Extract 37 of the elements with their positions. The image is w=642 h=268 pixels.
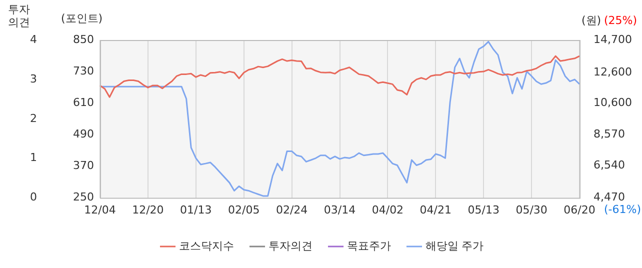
y-tick-label: 490 [72, 128, 94, 141]
legend-label: 해당일 주가 [425, 239, 484, 252]
y3-axis-title: 투자의견 [8, 3, 30, 29]
x-tick-label: 03/14 [324, 203, 356, 216]
x-tick-label: 02/24 [276, 203, 308, 216]
y2-tick-label: 14,700 [594, 32, 632, 46]
x-tick-label: 02/05 [228, 203, 260, 216]
y3-tick-label: 4 [30, 32, 37, 46]
y2-tick-label: 8,570 [594, 127, 626, 140]
x-tick-label: 04/02 [372, 203, 404, 216]
x-tick-label: 05/13 [468, 203, 500, 216]
x-tick-label: 12/04 [84, 203, 116, 216]
legend-label: 코스닥지수 [178, 239, 234, 252]
y2-axis-title: (원) [582, 14, 602, 27]
text: (25%) [604, 14, 638, 27]
y3-tick-label: 3 [30, 72, 37, 86]
y2-tick-label: 12,600 [594, 65, 632, 78]
y2-tick-label: 4,470 [594, 190, 626, 204]
x-tick-label: 05/30 [516, 203, 548, 216]
legend-label: 투자의견 [268, 239, 312, 252]
y-tick-label: 250 [72, 190, 94, 204]
y2-tick-label: 10,600 [594, 96, 632, 110]
x-tick-label: 06/20 [564, 203, 596, 216]
x-tick-label: 12/20 [132, 203, 164, 216]
y-tick-label: 610 [72, 96, 94, 109]
y2-tick-label: 6,540 [594, 158, 626, 172]
y3-tick-label: 0 [30, 190, 37, 204]
x-tick-label: 04/21 [420, 203, 452, 216]
y-tick-label: 730 [72, 64, 94, 78]
y3-tick-label: 1 [30, 151, 37, 164]
y3-tick-label: 2 [30, 112, 37, 125]
text: (-61%) [604, 203, 642, 216]
y-axis-title: (포인트) [61, 12, 103, 25]
legend-label: 목표주가 [346, 239, 391, 252]
y-tick-label: 850 [72, 32, 94, 46]
x-tick-label: 01/13 [180, 203, 212, 216]
y-tick-label: 370 [72, 159, 94, 172]
